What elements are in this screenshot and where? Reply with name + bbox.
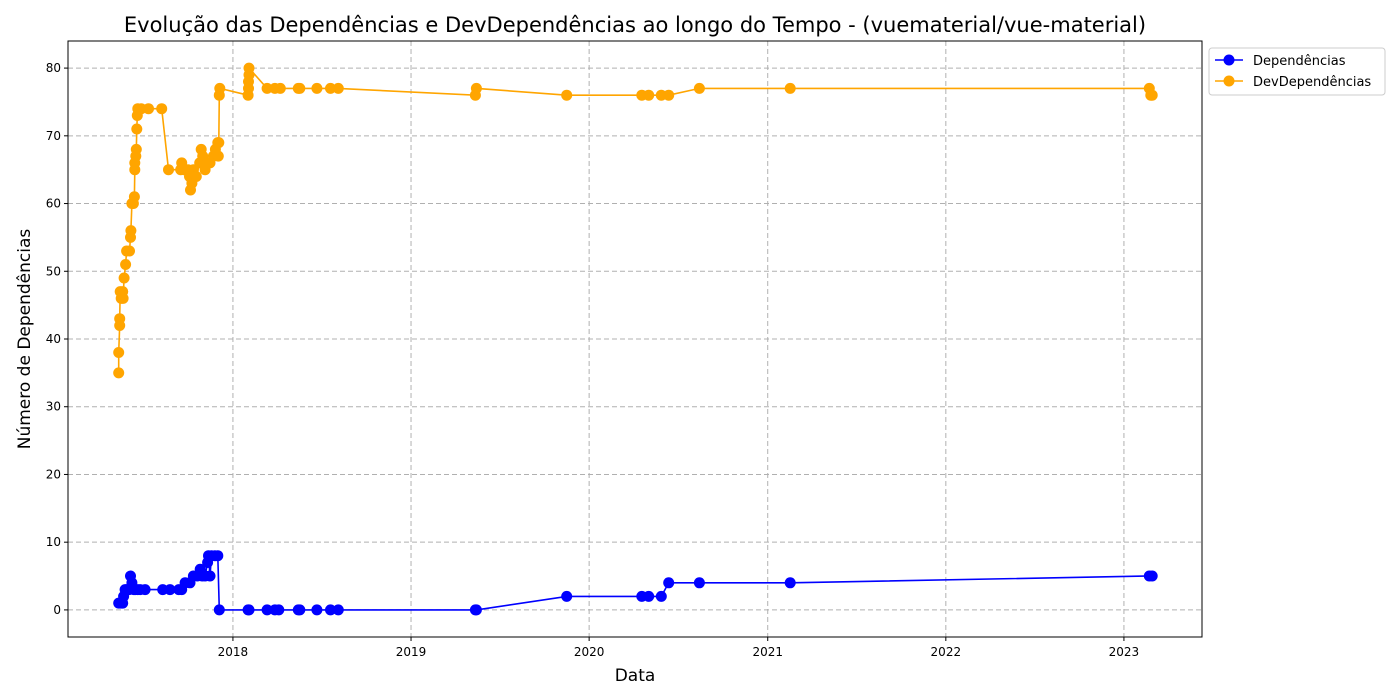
data-point [124,245,135,257]
data-point [1146,89,1158,101]
data-point [561,89,573,101]
data-point [190,171,202,182]
data-point [784,82,796,94]
y-tick-label: 10 [46,535,61,549]
y-tick-label: 70 [46,129,61,143]
grid-lines [68,41,1202,637]
data-point [164,584,176,596]
data-point [693,82,705,94]
data-point [139,584,151,596]
data-point [113,347,125,358]
data-point [130,143,142,155]
legend-marker [1223,75,1235,87]
series-line [117,66,1153,373]
data-point [212,550,224,562]
data-point [311,82,323,94]
data-point [128,191,140,203]
data-point [784,577,796,589]
data-point [643,590,655,602]
data-point [214,82,226,94]
data-point [693,577,705,589]
data-point [212,150,224,162]
data-point [273,604,285,616]
plot-series [113,62,1158,616]
data-point [131,123,143,135]
data-point [261,82,273,94]
y-tick-label: 60 [46,197,61,211]
data-point [125,225,137,237]
data-point [332,82,344,94]
data-point [204,570,216,582]
legend-box [1208,47,1386,96]
y-tick-label: 0 [53,603,61,617]
axis-ticks: 0 10 20 30 40 50 60 70 80 2018 2019 2020 2021 2022 202… [46,61,1139,659]
y-tick-label: 30 [46,400,61,414]
data-point [213,604,225,616]
y-tick-label: 40 [46,332,61,346]
data-point [561,590,573,602]
data-point [120,259,132,270]
data-point [470,604,482,616]
data-point [643,89,655,101]
legend-marker [1223,54,1235,66]
data-point [156,103,168,115]
data-point [294,604,306,616]
data-point [325,82,336,94]
x-tick-label: 2021 [752,645,783,659]
y-tick-label: 50 [46,264,61,278]
data-point [325,604,336,616]
data-point [113,367,125,379]
data-point [1146,570,1158,582]
series-dependencias [113,550,1158,616]
data-point [117,292,129,304]
data-point [213,137,225,149]
legend-label: DevDependências [1253,75,1371,90]
data-point [143,103,154,115]
chart-title: Evolução das Dependências e DevDependênc… [124,13,1146,37]
y-tick-label: 20 [46,467,61,481]
data-point [243,62,255,74]
x-axis-label: Data [615,666,656,686]
data-point [274,82,286,94]
x-tick-label: 2019 [396,645,427,659]
data-point [470,82,482,94]
x-tick-label: 2023 [1109,645,1140,659]
data-point [663,89,675,101]
data-point [163,164,174,176]
data-point [655,590,667,602]
x-tick-label: 2018 [218,645,249,659]
data-point [332,604,344,616]
legend-label: Dependências [1253,54,1346,69]
data-point [294,82,306,94]
data-point [663,577,675,589]
x-tick-label: 2022 [931,645,962,659]
data-point [118,272,130,284]
series-devdependencias [113,62,1158,379]
data-point [311,604,323,616]
data-point [261,604,273,616]
y-tick-label: 80 [46,61,61,75]
y-axis-label: Número de Dependências [15,229,35,450]
series-line [118,554,1153,611]
legend: Dependências DevDependências [1208,47,1386,96]
data-point [114,313,126,325]
data-point [243,604,255,616]
x-tick-label: 2020 [574,645,605,659]
